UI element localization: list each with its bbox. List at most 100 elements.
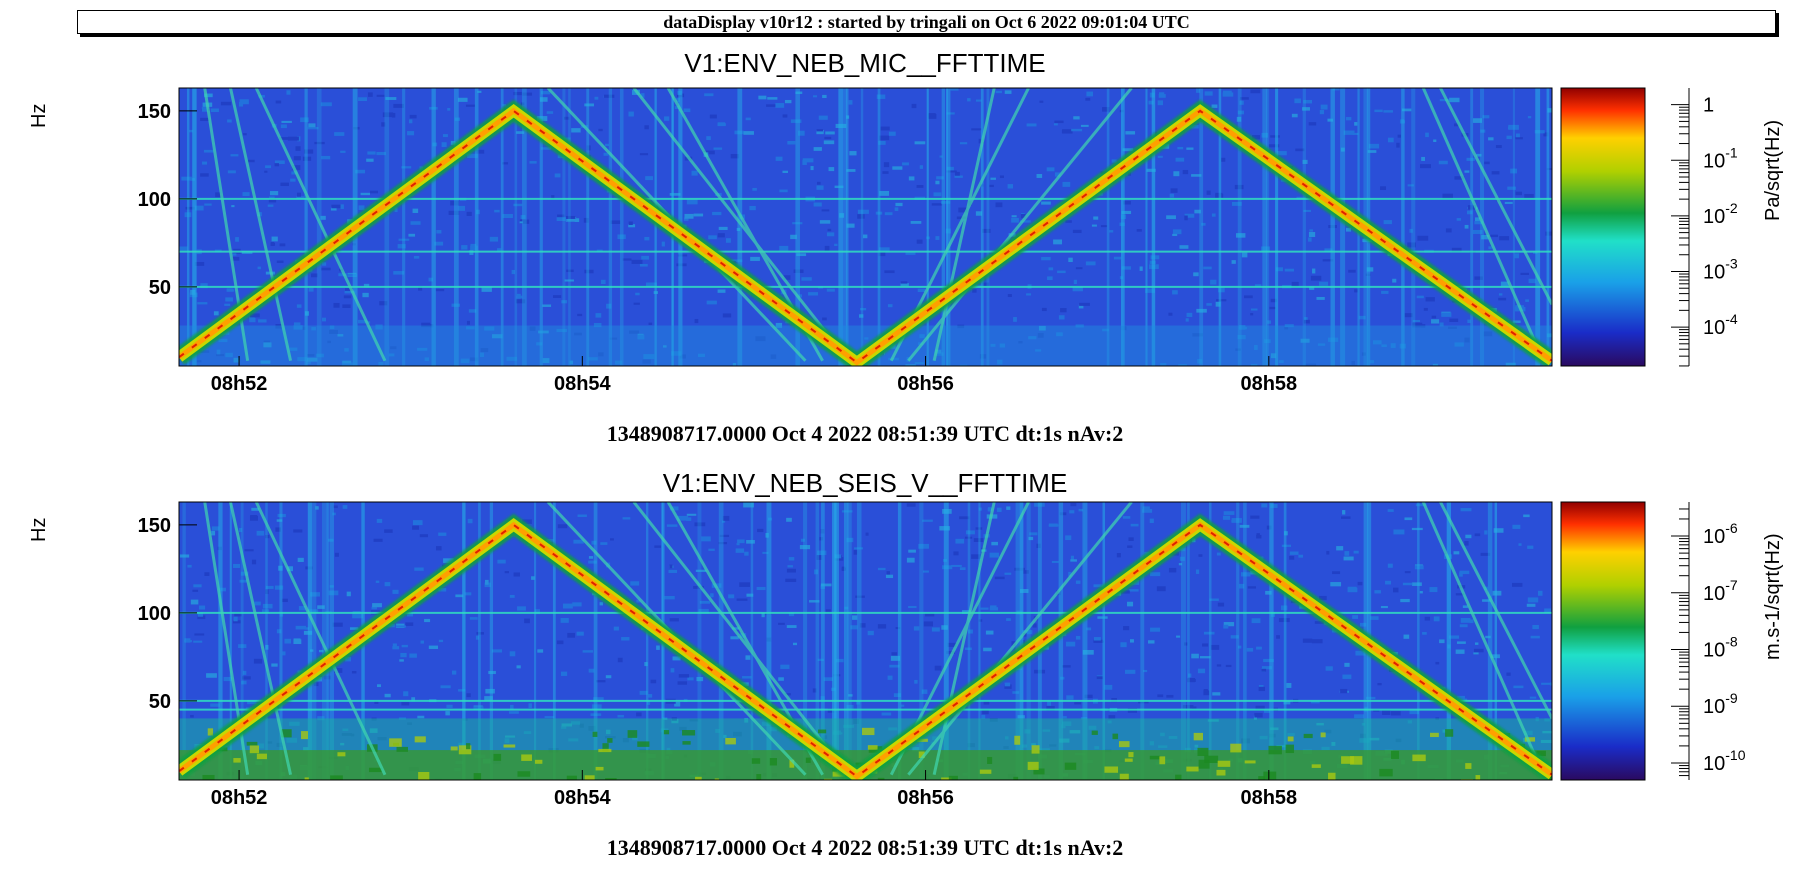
vertical-streak	[182, 502, 186, 780]
vertical-streak	[453, 88, 459, 366]
vertical-streak	[821, 502, 825, 780]
low-frequency-blob	[602, 743, 609, 752]
colorbar-tick-label: 10-9	[1703, 690, 1738, 718]
vertical-streak	[697, 502, 702, 780]
low-frequency-blob	[1268, 745, 1282, 755]
y-tick-label: 150	[138, 515, 171, 537]
vertical-streak	[947, 88, 951, 366]
low-frequency-blob	[256, 753, 267, 760]
low-frequency-blob	[389, 738, 402, 747]
vertical-streak	[316, 88, 322, 366]
x-tick-label: 08h58	[1240, 373, 1297, 395]
low-frequency-blob	[824, 778, 833, 780]
low-frequency-blob	[941, 777, 952, 780]
vertical-streak	[943, 502, 949, 780]
colorbar-unit-label: Pa/sqrt(Hz)	[1762, 119, 1784, 221]
low-frequency-blob	[1430, 732, 1439, 738]
low-frequency-blob	[304, 777, 309, 780]
vertical-streak	[321, 502, 327, 780]
x-tick-label: 08h52	[211, 373, 268, 395]
vertical-streak	[1494, 502, 1498, 780]
heatmap-area	[179, 502, 1552, 780]
faint-sweep-line	[229, 502, 293, 776]
low-frequency-blob	[1198, 759, 1210, 769]
vertical-streak	[474, 88, 479, 366]
faint-sweep-line	[1421, 88, 1545, 362]
low-frequency-blob	[1197, 747, 1209, 756]
vertical-streak	[1180, 502, 1186, 780]
vertical-streak	[431, 88, 436, 366]
vertical-streak	[1330, 88, 1335, 366]
y-tick-label: 50	[149, 277, 171, 299]
low-frequency-blob	[1390, 750, 1400, 759]
low-frequency-blob	[1216, 769, 1226, 776]
vertical-streak	[1269, 502, 1274, 780]
vertical-streak	[737, 88, 743, 366]
vertical-streak	[240, 502, 244, 780]
faint-sweep-line	[932, 88, 996, 362]
low-frequency-blob	[1287, 736, 1294, 742]
low-frequency-blob	[1104, 766, 1119, 773]
vertical-streak	[1470, 88, 1474, 366]
vertical-streak	[489, 502, 494, 780]
vertical-streak	[980, 88, 984, 366]
window-title: dataDisplay v10r12 : started by tringali…	[77, 10, 1776, 34]
low-frequency-blob	[607, 738, 613, 743]
low-frequency-blob	[1128, 752, 1134, 758]
vertical-streak	[1208, 502, 1212, 780]
colorbar-tick-label: 10-3	[1703, 255, 1738, 283]
low-frequency-blob	[598, 748, 612, 753]
vertical-streak	[766, 502, 772, 780]
colorbar	[1560, 501, 1646, 781]
vertical-streak	[1512, 88, 1515, 366]
low-frequency-blob	[330, 775, 343, 780]
low-frequency-blob	[682, 741, 691, 745]
vertical-streak	[1401, 88, 1405, 366]
vertical-streak	[384, 88, 390, 366]
vertical-streak	[1019, 502, 1024, 780]
vertical-streak	[1417, 502, 1420, 780]
heatmap-area	[179, 88, 1552, 366]
low-frequency-blob	[979, 769, 992, 774]
low-frequency-blob	[281, 729, 292, 738]
colorbar-tick-label: 10-4	[1703, 311, 1738, 339]
low-frequency-blob	[1320, 732, 1326, 738]
low-frequency-blob	[1244, 760, 1256, 764]
low-frequency-blob	[916, 738, 928, 742]
vertical-streak	[1102, 502, 1106, 780]
colorbar	[1560, 87, 1646, 367]
vertical-streak	[500, 88, 504, 366]
vertical-streak	[1446, 502, 1451, 780]
faint-sweep-line	[254, 502, 387, 776]
low-frequency-blob	[1124, 758, 1133, 762]
vertical-streak	[478, 502, 481, 780]
low-frequency-blob	[877, 777, 885, 780]
low-frequency-blob	[207, 728, 214, 736]
low-frequency-blob	[1186, 766, 1199, 772]
vertical-streak	[1082, 502, 1085, 780]
low-frequency-blob	[1328, 772, 1336, 780]
low-frequency-blob	[493, 753, 502, 761]
vertical-streak	[304, 88, 308, 366]
vertical-streak	[329, 502, 334, 780]
low-frequency-blob	[368, 767, 382, 773]
x-tick-label: 08h58	[1240, 787, 1297, 809]
vertical-streak	[265, 502, 268, 780]
vertical-streak	[1266, 88, 1270, 366]
x-tick-label: 08h56	[897, 787, 954, 809]
low-frequency-blob	[789, 759, 795, 768]
vertical-streak	[1140, 502, 1145, 780]
low-frequency-blob	[948, 775, 958, 780]
low-frequency-blob	[466, 743, 471, 750]
vertical-streak	[1535, 88, 1541, 366]
low-frequency-blob	[1549, 776, 1552, 780]
low-frequency-blob	[1175, 774, 1182, 780]
vertical-streak	[978, 502, 981, 780]
low-frequency-blob	[725, 738, 736, 745]
colorbar-tick-label: 10-10	[1703, 747, 1746, 775]
x-tick-label: 08h52	[211, 787, 268, 809]
low-frequency-blob	[756, 774, 762, 780]
low-frequency-blob	[1412, 754, 1426, 762]
y-tick-label: 100	[138, 603, 171, 625]
vertical-streak	[877, 88, 881, 366]
